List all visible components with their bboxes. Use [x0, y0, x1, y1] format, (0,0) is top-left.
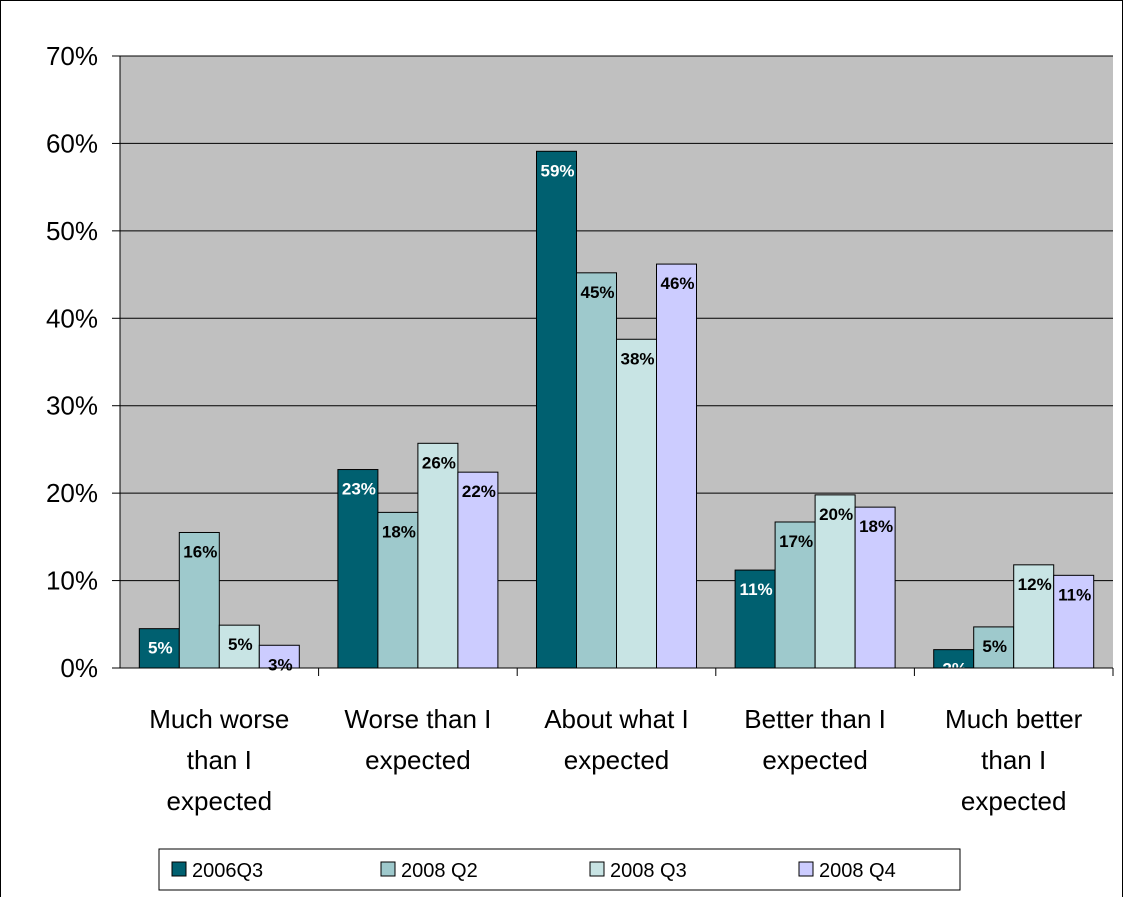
data-label: 11%	[740, 580, 773, 599]
data-label: 5%	[228, 635, 253, 654]
legend-swatch	[380, 861, 396, 877]
legend-label: 2006Q3	[192, 860, 263, 882]
legend-label: 2008 Q3	[610, 860, 687, 882]
data-label: 46%	[660, 274, 694, 293]
bar-2008-q2	[178, 531, 220, 669]
axes	[112, 55, 1114, 676]
data-label: 5%	[982, 637, 1007, 656]
data-label: 59%	[540, 161, 574, 180]
y-tick-label: 60%	[46, 128, 98, 158]
bar-2008-q3	[417, 442, 459, 669]
data-label: 38%	[620, 349, 654, 368]
bar-2008-q4	[854, 506, 896, 669]
bar-2006q3	[734, 569, 776, 669]
data-label: 16%	[183, 542, 217, 561]
y-tick-label: 10%	[46, 566, 98, 596]
data-labels: 5% 16% 5% 3% 23% 18% 26% 22% 59% 45% 38% 46% 11% 17% 2…	[148, 161, 1091, 678]
data-label: 5%	[148, 639, 173, 658]
bar-2006q3	[536, 150, 577, 669]
legend-swatch	[171, 861, 187, 877]
y-tick-labels: 0% 10% 20% 30% 40% 50% 60% 70%	[46, 41, 98, 683]
y-tick-label: 40%	[46, 303, 98, 333]
data-label: 23%	[342, 480, 376, 499]
legend-label: 2008 Q4	[819, 860, 896, 882]
data-label: 45%	[580, 283, 614, 302]
data-label: 17%	[779, 532, 813, 551]
data-label: 20%	[819, 505, 853, 524]
y-tick-label: 50%	[46, 216, 98, 246]
bar-2008-q2	[576, 272, 617, 669]
y-tick-label: 70%	[46, 41, 98, 71]
legend-swatch	[798, 861, 814, 877]
bar-2006q3	[138, 628, 180, 669]
data-label: 3%	[268, 655, 293, 674]
bar-2006q3	[337, 469, 379, 669]
bar-2008-q3	[616, 338, 657, 669]
data-label: 26%	[422, 453, 456, 472]
data-label: 11%	[1058, 585, 1091, 604]
bar-2008-q4	[656, 263, 697, 669]
bars	[138, 150, 1095, 669]
y-tick-label: 0%	[60, 653, 98, 683]
data-label: 22%	[462, 482, 496, 501]
data-label: 2%	[942, 660, 967, 679]
bar-2008-q3	[1013, 564, 1055, 669]
legend: 2006Q3 2008 Q2 2008 Q3 2008 Q4	[158, 848, 961, 891]
y-tick-label: 20%	[46, 478, 98, 508]
bar-2008-q2	[973, 626, 1015, 669]
legend-label: 2008 Q2	[401, 860, 478, 882]
y-tick-label: 30%	[46, 391, 98, 421]
legend-box	[158, 848, 961, 891]
data-label: 18%	[859, 517, 893, 536]
data-label: 12%	[1018, 575, 1052, 594]
legend-swatch	[589, 861, 605, 877]
data-label: 18%	[382, 522, 416, 541]
bar-2008-q4	[457, 471, 499, 669]
